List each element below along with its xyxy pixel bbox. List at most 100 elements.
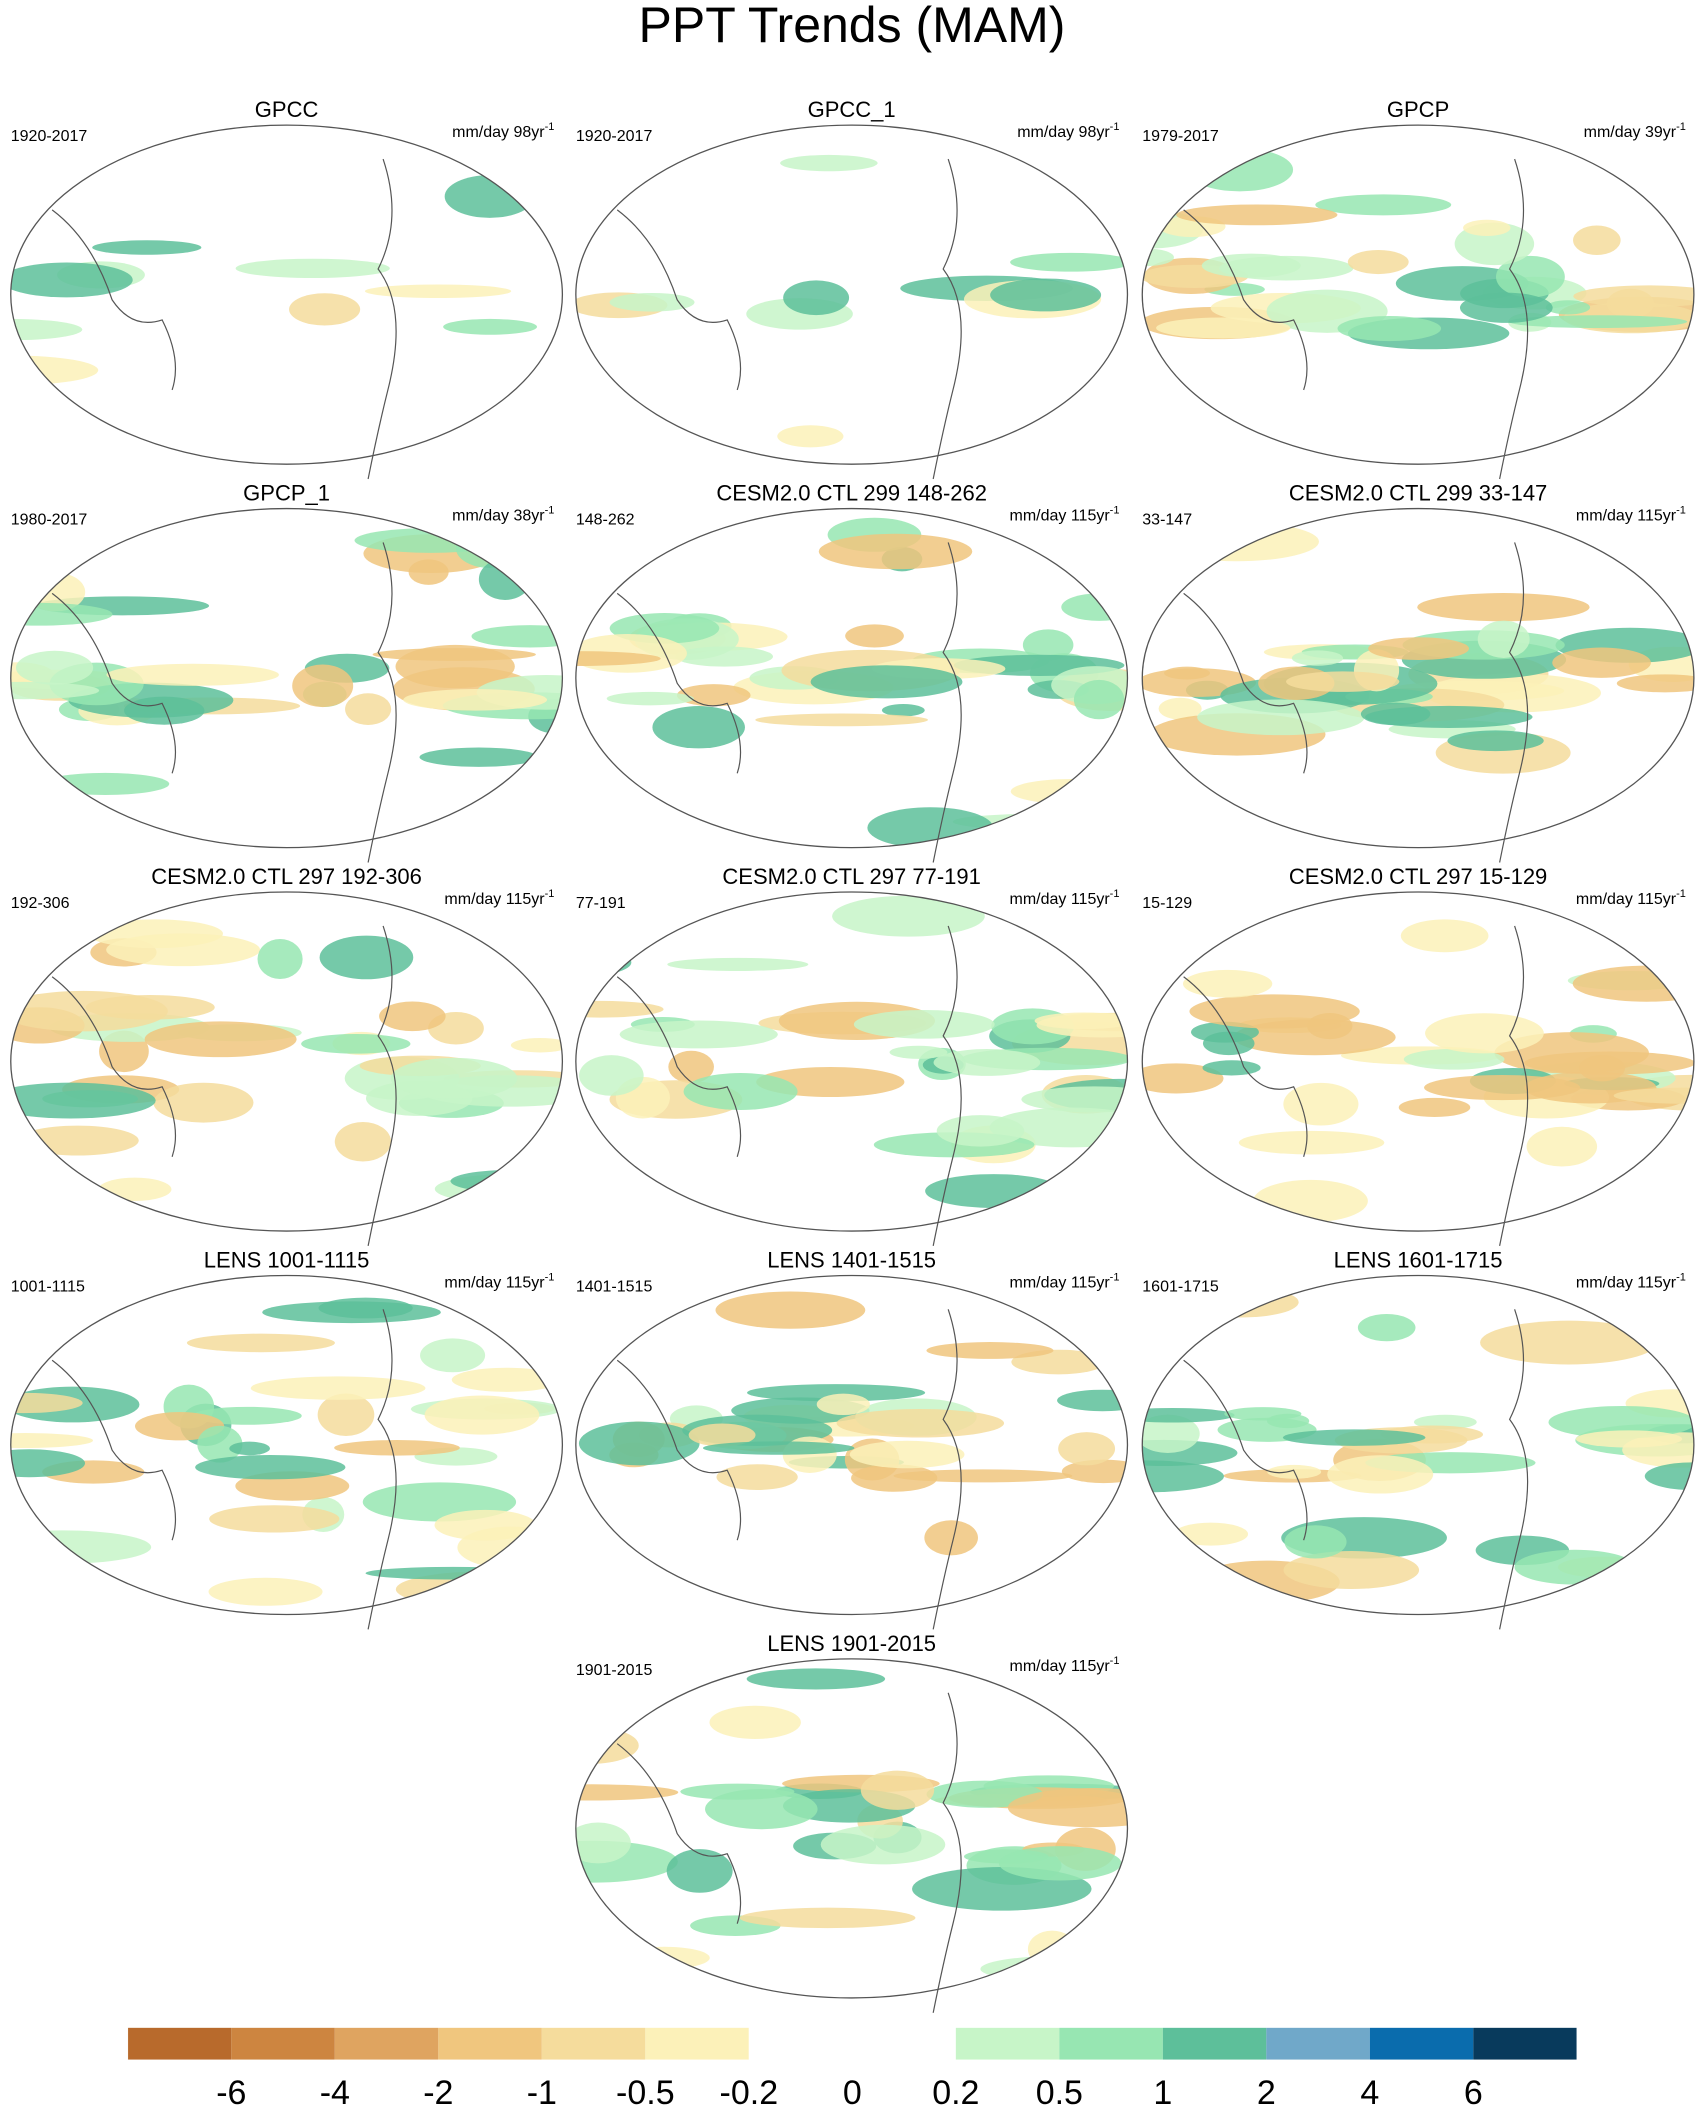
map-panel: CESM2.0 CTL 297 15-129 15-129 mm/day 115yr…: [1141, 864, 1695, 1247]
panel-period: 33-147: [1142, 512, 1192, 529]
coastline: [1499, 158, 1529, 480]
coastline: [1499, 925, 1529, 1247]
field-shading: [575, 154, 1128, 448]
coastline: [1183, 209, 1308, 391]
field-shading: [10, 919, 563, 1205]
colorbar-label: -2: [423, 2074, 453, 2111]
panel-period: 1979-2017: [1142, 128, 1219, 145]
panel-period: 1001-1115: [11, 1278, 85, 1295]
panel-period: 1980-2017: [11, 512, 88, 529]
panel-units: mm/day 38yr-1: [452, 505, 554, 525]
field-shading: [575, 1291, 1128, 1613]
units-label: mm/day 38yr: [452, 508, 545, 525]
coastline: [616, 976, 742, 1157]
field-shading: [1142, 919, 1694, 1223]
panel-period: 1920-2017: [11, 128, 88, 145]
colorbar-box: [645, 2027, 749, 2060]
colorbar-box: [1266, 2027, 1370, 2060]
colorbar-box: [1369, 2027, 1474, 2060]
coastline: [51, 592, 177, 774]
map-border: [575, 1274, 1129, 1616]
coastline: [367, 1309, 397, 1630]
colorbar-label: 4: [1360, 2074, 1379, 2111]
coastline: [51, 1359, 177, 1541]
coastline: [51, 976, 177, 1157]
panel-units: mm/day 98yr-1: [1017, 121, 1119, 141]
colorbar-box: [1162, 2027, 1267, 2060]
map-panel: GPCP 1979-2017 mm/day 39yr-1: [1141, 97, 1695, 480]
coastline: [616, 209, 742, 391]
colorbar: -6 -4 -2 -1 -0.5 -0.2 0 0.2 0.5 1 2 4 6: [127, 2027, 1578, 2111]
colorbar-label: -0.2: [720, 2074, 779, 2111]
panel-period: 1601-1715: [1142, 1278, 1219, 1295]
units-exponent: -1: [545, 121, 555, 133]
colorbar-label: 0.5: [1036, 2074, 1083, 2111]
units-label: mm/day 115yr: [1576, 891, 1677, 908]
map-border: [1141, 1274, 1695, 1616]
panel-title: LENS 1601-1715: [1334, 1247, 1503, 1272]
coastline: [1499, 1309, 1529, 1630]
field-shading: [575, 517, 1128, 848]
panel-units: mm/day 115yr-1: [1576, 505, 1686, 525]
colorbar-label: 6: [1464, 2074, 1483, 2111]
units-label: mm/day 115yr: [1009, 1274, 1110, 1291]
coastline: [51, 209, 177, 391]
panel-title: CESM2.0 CTL 297 192-306: [151, 864, 422, 889]
map-border: [575, 124, 1129, 465]
colorbar-label: 0.2: [932, 2074, 979, 2111]
units-label: mm/day 115yr: [1009, 891, 1110, 908]
units-label: mm/day 39yr: [1584, 124, 1677, 141]
colorbar-box: [852, 2027, 956, 2060]
map-border: [575, 507, 1129, 849]
colorbar-box: [1473, 2027, 1577, 2060]
map-panel: CESM2.0 CTL 297 192-306 192-306 mm/day 115…: [10, 864, 564, 1247]
colorbar-frame: [127, 2027, 1578, 2061]
colorbar-label: -0.5: [616, 2074, 675, 2111]
units-label: mm/day 115yr: [1009, 508, 1110, 525]
colorbar-box: [1059, 2027, 1163, 2060]
map-border: [10, 124, 564, 465]
coastline: [616, 1743, 742, 1924]
panel-title: GPCC: [255, 97, 319, 122]
panel-units: mm/day 39yr-1: [1584, 121, 1686, 141]
map-panel: LENS 1601-1715 1601-1715 mm/day 115yr-1: [1141, 1247, 1695, 1630]
colorbar-label: -6: [216, 2074, 246, 2111]
map-border: [575, 891, 1129, 1232]
units-exponent: -1: [545, 888, 555, 900]
colorbar-box: [541, 2027, 646, 2060]
map-panel: LENS 1901-2015 1901-2015 mm/day 115yr-1: [575, 1631, 1129, 2013]
colorbar-label: 2: [1257, 2074, 1276, 2111]
units-exponent: -1: [1110, 1271, 1120, 1283]
colorbar-box: [127, 2027, 232, 2060]
map-border: [1141, 891, 1695, 1232]
panel-period: 77-191: [576, 895, 626, 912]
coastline: [932, 542, 962, 863]
colorbar-box: [748, 2027, 853, 2060]
panel-title: GPCP_1: [243, 481, 330, 506]
field-shading: [575, 1668, 1128, 1982]
coastline: [616, 1359, 742, 1541]
panel-title: CESM2.0 CTL 299 33-147: [1289, 481, 1547, 506]
panel-title: GPCC_1: [808, 97, 896, 122]
coastline: [932, 1309, 962, 1630]
panel-period: 1401-1515: [576, 1278, 653, 1295]
units-exponent: -1: [1110, 1655, 1120, 1667]
panel-units: mm/day 115yr-1: [444, 888, 554, 908]
panel-units: mm/day 115yr-1: [1009, 1271, 1119, 1291]
map-border: [1141, 507, 1695, 849]
map-panel: GPCP_1 1980-2017 mm/day 38yr-1: [10, 481, 564, 863]
colorbar-box: [438, 2027, 542, 2060]
units-exponent: -1: [1676, 1271, 1686, 1283]
colorbar-label: -4: [320, 2074, 350, 2111]
panel-period: 148-262: [576, 512, 635, 529]
map-border: [10, 891, 564, 1232]
field-shading: [1142, 1286, 1694, 1604]
map-panel: CESM2.0 CTL 299 148-262 148-262 mm/day 115…: [575, 481, 1129, 863]
units-exponent: -1: [1676, 888, 1686, 900]
coastline: [616, 592, 742, 774]
colorbar-label: 1: [1153, 2074, 1172, 2111]
colorbar-label: -1: [527, 2074, 557, 2111]
map-border: [10, 1274, 564, 1616]
map-border: [575, 1658, 1129, 1999]
